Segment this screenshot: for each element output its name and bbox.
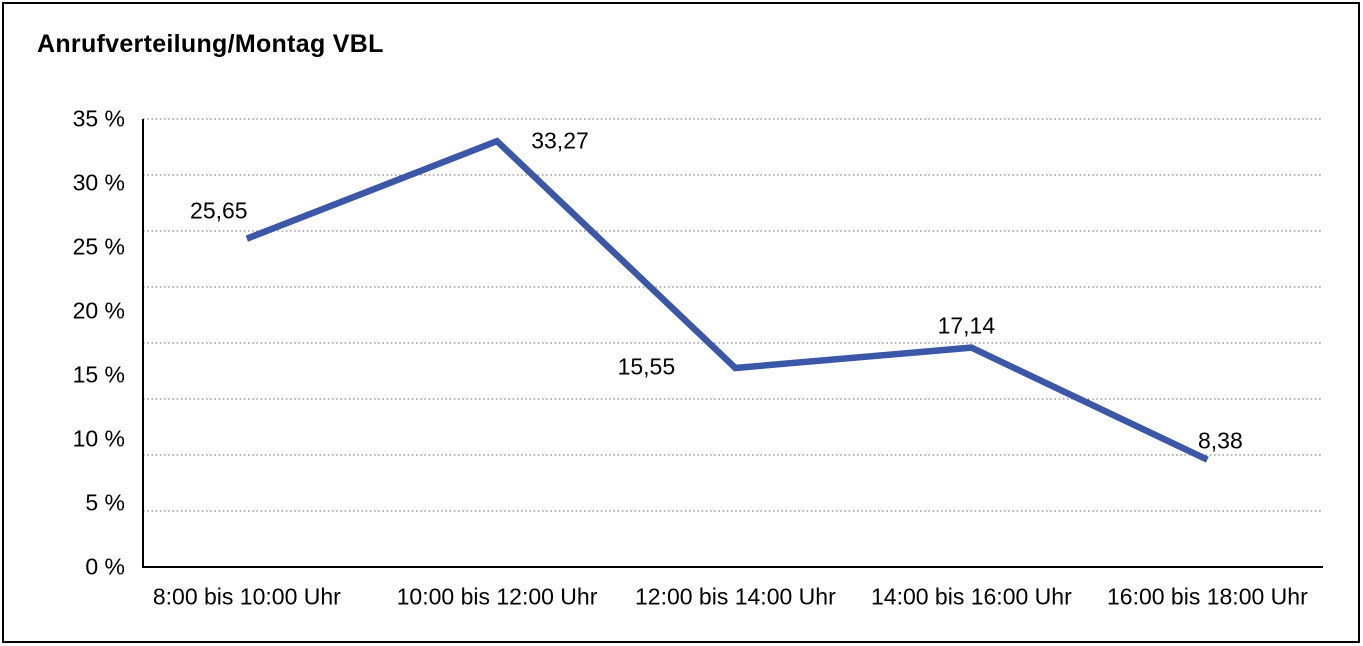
y-tick-label: 30 % [72, 169, 125, 196]
data-point-label: 15,55 [617, 353, 676, 380]
x-category-label: 12:00 bis 14:00 Uhr [634, 583, 836, 610]
series-line [245, 137, 1209, 463]
y-tick-label: 10 % [72, 425, 125, 452]
data-point-label: 17,14 [937, 312, 996, 339]
y-tick-label: 0 % [85, 553, 125, 580]
data-point-label: 8,38 [1197, 427, 1243, 454]
y-tick-label: 35 % [72, 105, 125, 132]
x-category-label: 8:00 bis 10:00 Uhr [152, 583, 341, 610]
x-category-label: 14:00 bis 16:00 Uhr [870, 583, 1072, 610]
y-tick-label: 5 % [85, 489, 125, 516]
chart-title: Anrufverteilung/Montag VBL [37, 30, 384, 58]
y-tick-label: 25 % [72, 233, 125, 260]
x-category-label: 16:00 bis 18:00 Uhr [1106, 583, 1308, 610]
x-category-label: 10:00 bis 12:00 Uhr [396, 583, 598, 610]
data-point-label: 33,27 [531, 127, 589, 154]
data-point-label: 25,65 [190, 197, 248, 224]
y-tick-label: 15 % [72, 361, 125, 388]
y-tick-label: 20 % [72, 297, 125, 324]
